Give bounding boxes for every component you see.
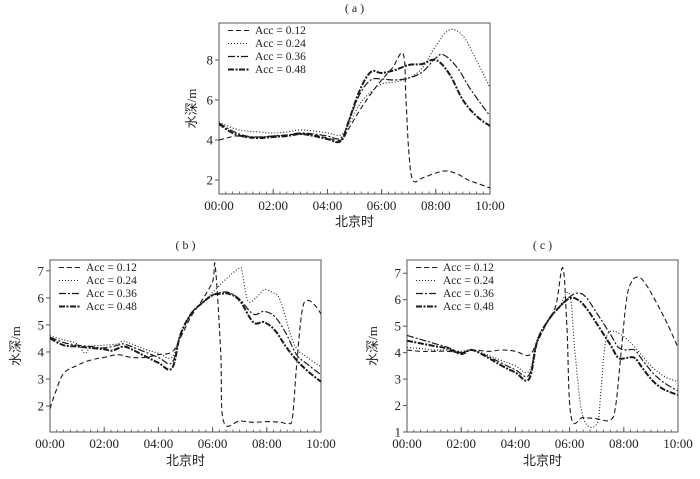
series-line-048 <box>219 58 490 144</box>
x-tick-label: 06:00 <box>367 198 397 213</box>
y-tick-label: 4 <box>38 344 45 359</box>
legend-entry: Acc = 0.48 <box>443 301 494 313</box>
y-tick-label: 8 <box>207 53 214 68</box>
x-tick-label: 08:00 <box>421 198 451 213</box>
legend-entry: Acc = 0.36 <box>443 288 494 300</box>
series-line-024 <box>219 28 490 137</box>
x-tick-label: 00:00 <box>204 198 234 213</box>
x-tick-label: 04:00 <box>313 198 343 213</box>
y-axis-label: 水深/m <box>8 326 23 366</box>
x-axis-label: 北京时 <box>335 214 374 229</box>
x-tick-label: 06:00 <box>198 436 228 451</box>
y-axis-label: 水深/m <box>184 89 199 129</box>
x-tick-label: 04:00 <box>501 436 531 451</box>
series-group <box>219 28 490 189</box>
x-tick-label: 10:00 <box>306 436 336 451</box>
panel-a: ( a ) 00:00 02:00 04:00 06:00 08:00 10:00 2 4 6 8 北… <box>184 1 505 229</box>
legend-entry: Acc = 0.12 <box>443 262 494 274</box>
series-line-036 <box>219 53 490 140</box>
legend-entry: Acc = 0.12 <box>255 25 306 37</box>
legend-entry: Acc = 0.36 <box>86 288 137 300</box>
panel-label: ( b ) <box>176 238 196 252</box>
x-tick-label: 08:00 <box>252 436 282 451</box>
y-tick-label: 2 <box>38 399 45 414</box>
x-tick-label: 10:00 <box>475 198 505 213</box>
y-tick-label: 7 <box>38 263 45 278</box>
x-tick-label: 10:00 <box>663 436 693 451</box>
panel-label: ( a ) <box>345 1 364 15</box>
legend-entry: Acc = 0.36 <box>255 51 306 63</box>
panel-label: ( c ) <box>533 238 552 252</box>
x-tick-label: 04:00 <box>144 436 174 451</box>
y-tick-label: 4 <box>207 133 214 148</box>
series-line-012 <box>50 262 321 427</box>
y-tick-label: 5 <box>38 317 45 332</box>
y-tick-label: 6 <box>38 290 45 305</box>
legend-entry: Acc = 0.24 <box>255 38 306 50</box>
series-line-036 <box>50 291 321 376</box>
panel-c: ( c ) 00:00 02:00 04:00 06:00 08:00 10:00 1 2 3 4 5… <box>365 238 693 468</box>
x-tick-label: 02:00 <box>89 436 119 451</box>
series-line-024 <box>407 291 678 428</box>
y-tick-label: 6 <box>395 292 402 307</box>
legend-entry: Acc = 0.48 <box>86 301 137 313</box>
legend-entry: Acc = 0.24 <box>443 275 494 287</box>
x-tick-label: 02:00 <box>258 198 288 213</box>
x-tick-label: 06:00 <box>555 436 585 451</box>
x-tick-label: 00:00 <box>392 436 422 451</box>
legend-entry: Acc = 0.12 <box>86 262 137 274</box>
y-tick-label: 4 <box>395 345 402 360</box>
x-axis-label: 北京时 <box>523 453 562 468</box>
x-tick-label: 08:00 <box>609 436 639 451</box>
series-line-036 <box>407 292 678 392</box>
y-tick-label: 3 <box>395 372 402 387</box>
x-axis-label: 北京时 <box>166 453 205 468</box>
series-line-048 <box>407 296 678 396</box>
series-group <box>50 262 321 427</box>
panel-b: ( b ) 00:00 02:00 04:00 06:00 08:00 10:00 2 3 4 5 6… <box>8 238 336 468</box>
series-line-048 <box>50 292 321 383</box>
x-tick-label: 00:00 <box>35 436 65 451</box>
y-axis-label: 水深/m <box>365 326 380 366</box>
y-tick-label: 7 <box>395 266 402 281</box>
series-line-012 <box>219 52 490 189</box>
x-tick-label: 02:00 <box>446 436 476 451</box>
legend-entry: Acc = 0.24 <box>86 275 137 287</box>
y-tick-label: 2 <box>395 398 402 413</box>
y-tick-label: 5 <box>395 319 402 334</box>
y-tick-label: 2 <box>207 173 214 188</box>
legend-entry: Acc = 0.48 <box>255 64 306 76</box>
y-tick-label: 1 <box>395 425 402 440</box>
series-group <box>407 267 678 428</box>
y-tick-label: 3 <box>38 371 45 386</box>
y-tick-label: 6 <box>207 93 214 108</box>
